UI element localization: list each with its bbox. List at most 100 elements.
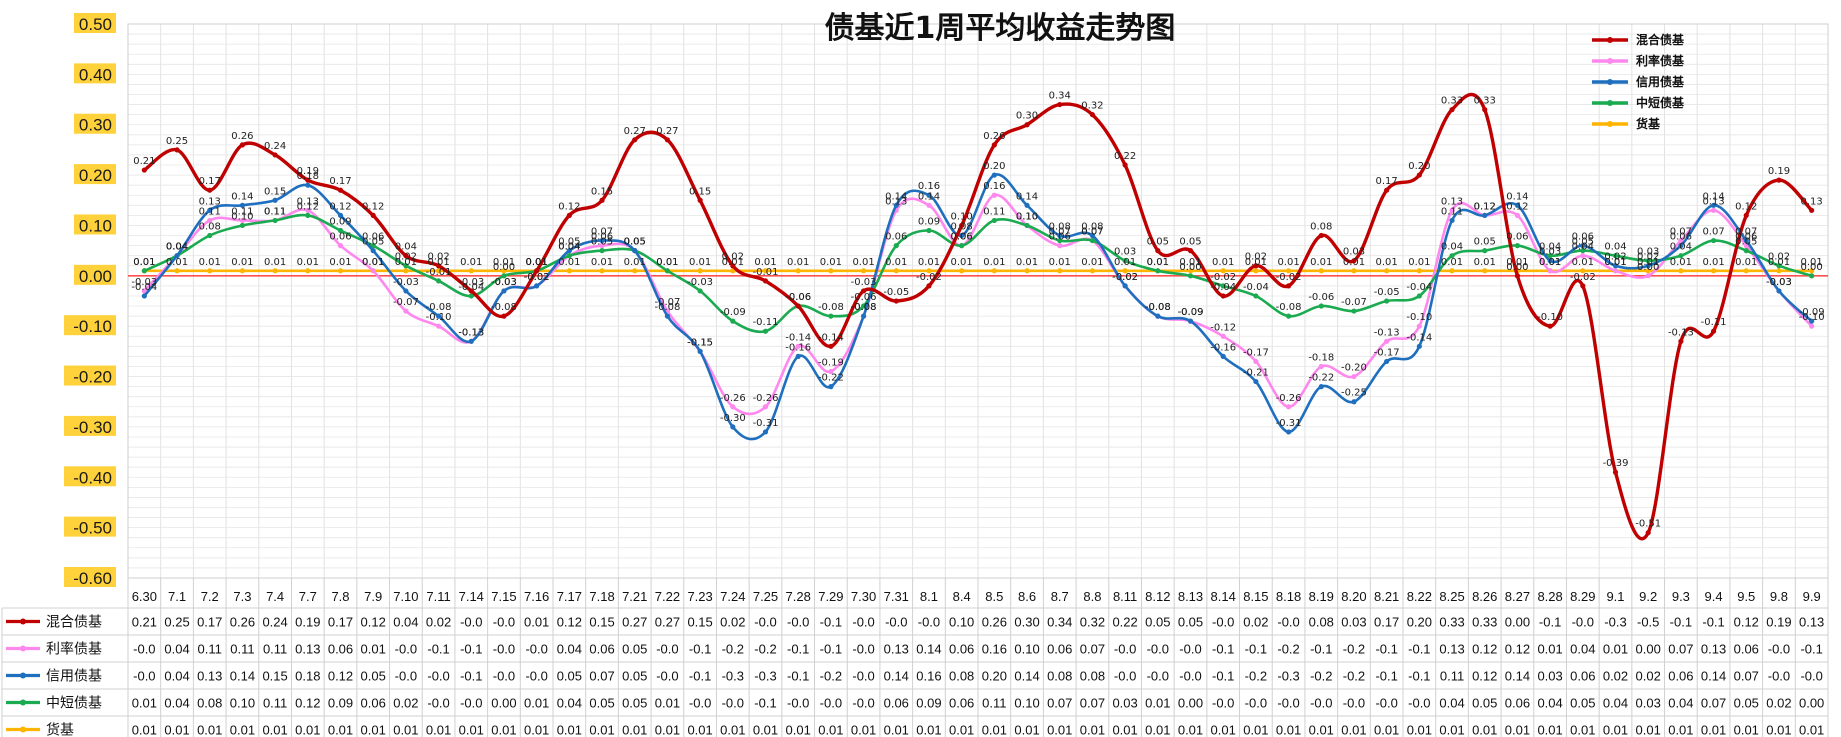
table-cell: -0.0 (493, 669, 515, 684)
data-label: 0.01 (1506, 257, 1528, 268)
series-point (207, 207, 213, 213)
data-label: 0.13 (297, 196, 319, 207)
series-point (1384, 338, 1390, 344)
table-cell: 0.01 (949, 723, 974, 737)
data-label: 0.17 (329, 176, 351, 187)
table-cell: 0.05 (589, 696, 614, 711)
series-point (599, 248, 605, 254)
series-point (501, 273, 507, 279)
data-label: 0.04 (395, 242, 417, 253)
table-cell: -0.1 (1375, 642, 1397, 657)
table-cell: 0.20 (1407, 615, 1432, 630)
series-point (1580, 248, 1586, 254)
series-point (1416, 343, 1422, 349)
table-cell: -0.2 (754, 642, 776, 657)
series-point (991, 192, 997, 198)
series-point (1743, 268, 1749, 274)
table-cell: -0.0 (787, 615, 809, 630)
table-cell: 0.01 (818, 723, 843, 737)
data-label: 0.26 (983, 131, 1005, 142)
series-point (1285, 429, 1292, 435)
data-label: 0.01 (1670, 257, 1692, 268)
table-cell: 0.01 (655, 696, 680, 711)
data-label: -0.03 (393, 277, 419, 288)
data-label: -0.13 (1374, 327, 1400, 338)
table-cell: 0.01 (295, 723, 320, 737)
series-point (337, 243, 344, 249)
data-label: 0.12 (1735, 201, 1757, 212)
table-cell: -0.1 (787, 642, 809, 657)
series-point (1253, 268, 1259, 274)
series-point (1318, 363, 1324, 370)
data-label: 0.19 (1768, 166, 1790, 177)
table-cell: 0.10 (1014, 696, 1039, 711)
table-cell: 0.02 (426, 615, 451, 630)
data-label: -0.16 (1210, 342, 1236, 353)
legend-marker (1607, 37, 1613, 43)
data-label: 0.04 (1572, 242, 1594, 253)
table-cell: -0.2 (1343, 669, 1365, 684)
y-tick-label: 0.50 (79, 15, 112, 34)
series-point (207, 232, 213, 239)
x-tick-label: 8.20 (1341, 589, 1366, 604)
series-point (337, 212, 344, 218)
data-label: 0.01 (427, 257, 449, 268)
data-label: -0.02 (1112, 272, 1138, 283)
series-point (959, 243, 965, 249)
series-point (1253, 293, 1259, 299)
data-label: -0.31 (753, 418, 779, 429)
data-label: -0.22 (818, 373, 844, 384)
table-cell: 0.03 (1341, 615, 1366, 630)
table-cell: 0.01 (655, 723, 680, 737)
table-cell: 0.01 (491, 723, 516, 737)
series-point (370, 268, 376, 274)
data-label: 0.01 (231, 257, 253, 268)
x-tick-label: 8.15 (1243, 589, 1268, 604)
table-cell: -0.0 (1768, 669, 1790, 684)
series-point (1645, 530, 1651, 536)
series-line (143, 213, 1813, 334)
data-label: 0.01 (1179, 257, 1201, 268)
series-point (1743, 212, 1749, 218)
data-label: 0.24 (264, 141, 286, 152)
series-point (1449, 268, 1455, 274)
table-cell: 0.04 (1537, 696, 1562, 711)
data-label: 0.33 (1441, 96, 1463, 107)
series-point (1776, 268, 1782, 274)
series-point (1057, 237, 1063, 244)
x-tick-label: 8.7 (1051, 589, 1069, 604)
series-point (1547, 258, 1553, 264)
series-point (1089, 237, 1096, 244)
series-point (697, 348, 703, 354)
data-label: -0.13 (458, 327, 484, 338)
table-cell: 0.16 (916, 669, 941, 684)
data-label: 0.09 (918, 216, 940, 227)
table-cell: 0.14 (916, 642, 941, 657)
table-cell: -0.3 (722, 669, 744, 684)
series-point (795, 303, 801, 309)
table-cell: 0.04 (1439, 696, 1464, 711)
series-point (435, 323, 442, 329)
data-label: 0.01 (133, 257, 155, 268)
x-tick-label: 7.31 (884, 589, 909, 604)
table-cell: 0.01 (1211, 723, 1236, 737)
y-tick-label: -0.20 (73, 368, 112, 387)
data-label: -0.08 (818, 302, 844, 313)
table-cell: 0.01 (1537, 642, 1562, 657)
series-point (1318, 232, 1324, 239)
series-point (141, 268, 147, 274)
series-point (1449, 253, 1455, 259)
table-cell: -0.0 (722, 696, 744, 711)
table-cell: -0.0 (427, 669, 449, 684)
table-cell: 0.25 (164, 615, 189, 630)
series-point (239, 268, 246, 274)
chart-title: 债基近1周平均收益走势图 (825, 11, 1176, 46)
series-point (1285, 283, 1292, 289)
table-cell: 0.01 (851, 723, 876, 737)
series-point (860, 268, 867, 274)
series-point (1678, 237, 1684, 244)
table-cell: 0.02 (1243, 615, 1268, 630)
data-label: 0.17 (1376, 176, 1398, 187)
table-cell: -0.0 (1408, 696, 1430, 711)
y-tick-bg (64, 567, 116, 587)
